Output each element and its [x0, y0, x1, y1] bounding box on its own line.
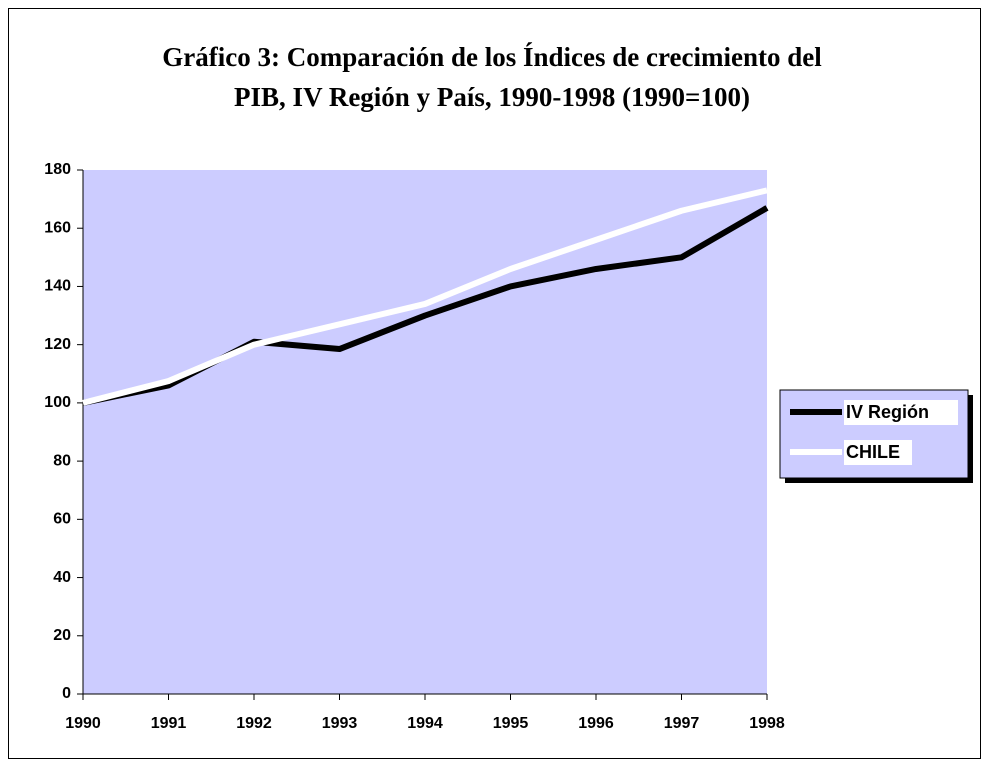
y-tick-label: 160 [44, 219, 71, 236]
legend-label-bg [844, 400, 958, 425]
x-tick-label: 1990 [65, 715, 101, 732]
y-tick-label: 0 [62, 685, 71, 702]
series-line [82, 187, 768, 406]
x-tick-label: 1996 [578, 715, 614, 732]
x-tick-label: 1993 [322, 715, 358, 732]
legend-label: CHILE [846, 442, 900, 462]
x-tick-label: 1992 [236, 715, 272, 732]
x-tick-label: 1998 [749, 715, 785, 732]
y-tick-label: 80 [53, 452, 71, 469]
y-tick-label: 60 [53, 511, 71, 528]
x-tick-label: 1997 [664, 715, 700, 732]
chart-title: PIB, IV Región y País, 1990-1998 (1990=1… [234, 82, 750, 112]
y-tick-label: 100 [44, 394, 71, 411]
legend-label: IV Región [846, 402, 929, 422]
plot-area [83, 170, 767, 694]
x-tick-label: 1995 [493, 715, 529, 732]
chart-title: Gráfico 3: Comparación de los Índices de… [162, 42, 822, 72]
y-tick-label: 20 [53, 627, 71, 644]
x-tick-label: 1994 [407, 715, 443, 732]
x-tick-label: 1991 [151, 715, 187, 732]
legend-label-bg [844, 440, 912, 465]
y-tick-label: 180 [44, 161, 71, 178]
y-tick-label: 140 [44, 278, 71, 295]
y-tick-label: 120 [44, 336, 71, 353]
y-tick-label: 40 [53, 569, 71, 586]
